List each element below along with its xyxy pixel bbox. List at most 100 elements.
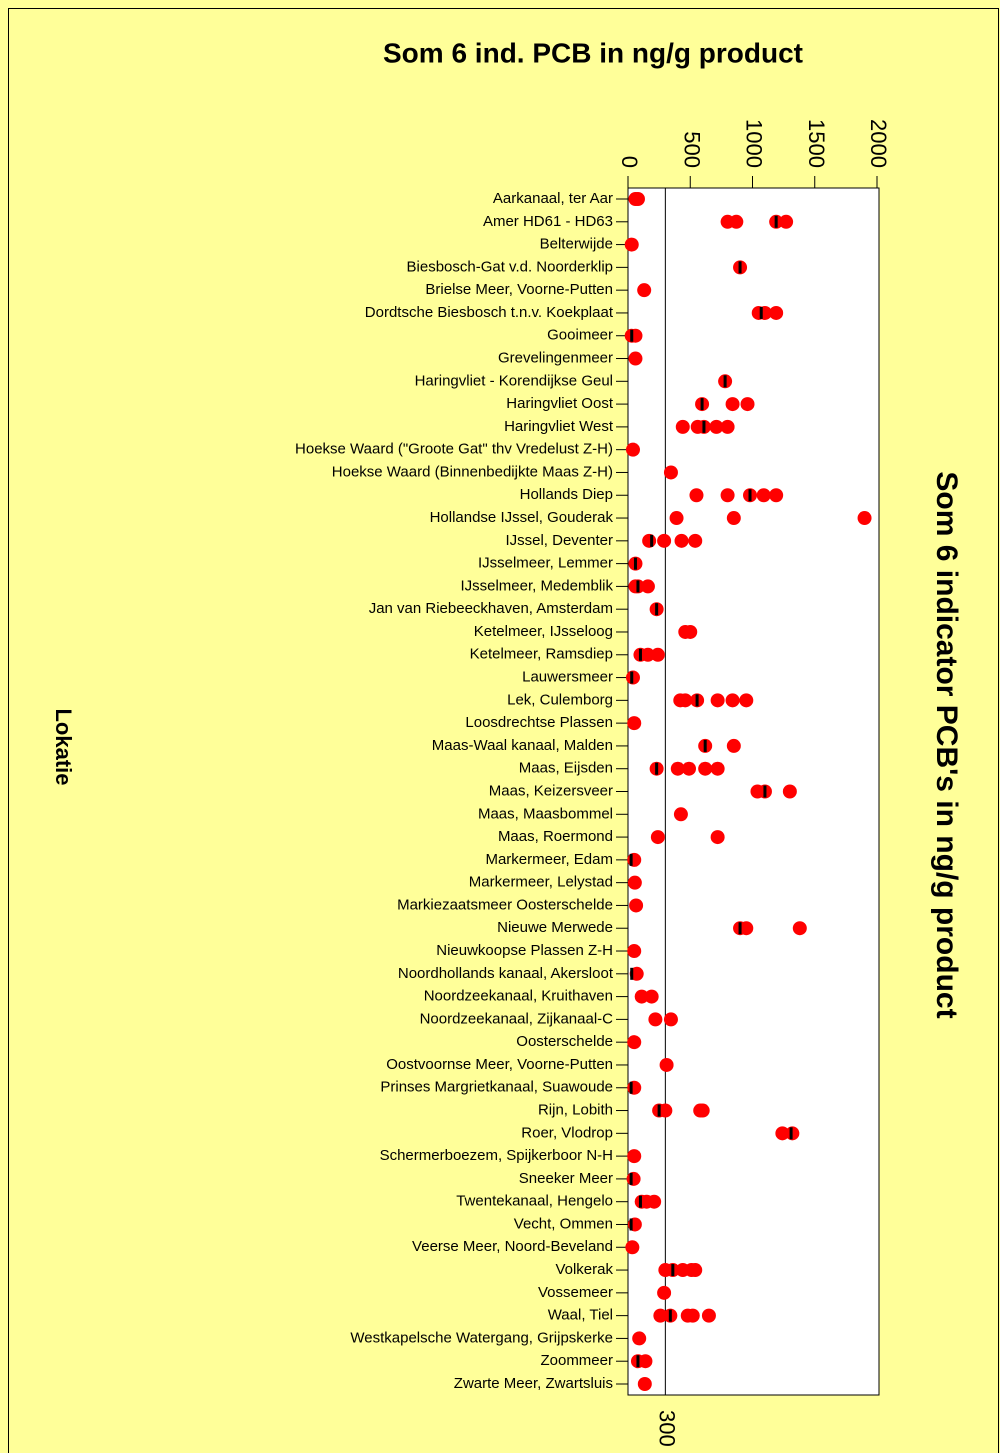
data-point [626, 1171, 641, 1186]
value-axis-title: Som 6 indicator PCB's in ng/g product [930, 471, 963, 1018]
data-point [683, 624, 698, 639]
y-tick-label: Ketelmeer, IJsseloog [474, 623, 613, 640]
y-tick-label: Waal, Tiel [548, 1307, 613, 1324]
y-tick-label: Hoekse Waard ("Groote Gat" thv Vredelust… [295, 441, 613, 458]
data-point [627, 852, 642, 867]
data-point [625, 1240, 640, 1255]
data-point [701, 1308, 716, 1323]
y-tick-label: IJsselmeer, Lemmer [478, 555, 613, 572]
y-tick-label: Amer HD61 - HD63 [483, 213, 613, 230]
median-mark [738, 922, 742, 935]
median-mark [763, 785, 767, 798]
data-point [775, 1126, 790, 1141]
y-tick-label: Noordzeekanaal, Kruithaven [424, 988, 613, 1005]
data-point [627, 875, 642, 890]
data-point [627, 1035, 642, 1050]
y-tick-label: Jan van Riebeeckhaven, Amsterdam [369, 600, 613, 617]
y-tick-label: Grevelingenmeer [498, 349, 613, 366]
median-mark [671, 1264, 675, 1277]
data-point [657, 1285, 672, 1300]
median-mark [629, 1172, 633, 1185]
x-tick-label: 1000 [742, 119, 767, 168]
median-mark [629, 1218, 633, 1231]
y-tick-label: Dordtsche Biesbosch t.n.v. Koekplaat [365, 304, 614, 321]
data-point [637, 1377, 652, 1391]
data-point [628, 351, 643, 366]
data-point [627, 1149, 642, 1164]
y-tick-label: Hoekse Waard (Binnenbedijkte Maas Z-H) [332, 463, 613, 480]
data-point [678, 693, 693, 708]
data-point [629, 898, 644, 913]
median-mark [650, 534, 654, 547]
median-mark [630, 967, 634, 980]
median-mark [723, 375, 727, 388]
y-tick-label: Zoommeer [540, 1352, 613, 1369]
data-point [682, 761, 697, 776]
data-point [627, 944, 642, 959]
data-point [782, 784, 797, 799]
data-point [625, 442, 640, 457]
y-tick-label: Nieuwkoopse Plassen Z-H [436, 942, 613, 959]
y-tick-label: Oostvoornse Meer, Voorne-Putten [386, 1056, 613, 1073]
data-point [648, 1012, 663, 1027]
data-point [710, 830, 725, 845]
data-point [720, 419, 735, 434]
y-tick-label: Loosdrechtse Plassen [465, 714, 613, 731]
y-tick-label: Maas, Eijsden [519, 760, 613, 777]
data-point [630, 192, 645, 206]
y-tick-label: Vossemeer [538, 1284, 613, 1301]
data-point [663, 465, 678, 480]
y-tick-label: Sneeker Meer [519, 1170, 613, 1187]
y-tick-label: Biesbosch-Gat v.d. Noorderklip [407, 258, 613, 275]
y-tick-label: Rijn, Lobith [538, 1102, 613, 1119]
median-mark [636, 1355, 640, 1368]
y-tick-label: Lek, Culemborg [507, 691, 613, 708]
data-point [632, 1331, 647, 1346]
data-point [688, 1263, 703, 1278]
chart-title: Som 6 ind. PCB in ng/g product [383, 37, 803, 68]
data-point [739, 693, 754, 708]
data-point [729, 214, 744, 229]
y-tick-label: Roer, Vlodrop [521, 1124, 613, 1141]
data-point [675, 419, 690, 434]
data-point [673, 807, 688, 822]
data-point [638, 1354, 653, 1369]
median-mark [657, 1104, 661, 1117]
median-mark [655, 603, 659, 616]
median-mark [629, 1081, 633, 1094]
y-tick-label: Hollandse IJssel, Gouderak [430, 509, 614, 526]
data-point [740, 397, 755, 412]
y-tick-label: Noordhollands kanaal, Akersloot [398, 965, 614, 982]
y-tick-label: Maas-Waal kanaal, Malden [432, 737, 613, 754]
data-point [624, 237, 639, 252]
category-axis-title: Lokatie [51, 708, 76, 785]
median-mark [630, 329, 634, 342]
data-point [685, 1308, 700, 1323]
data-point [669, 511, 684, 526]
data-point [695, 1103, 710, 1118]
y-tick-label: IJssel, Deventer [505, 532, 613, 549]
data-point [659, 1057, 674, 1072]
y-tick-label: Maas, Roermond [498, 828, 613, 845]
data-point [640, 647, 655, 662]
data-point [857, 511, 872, 526]
data-point [688, 533, 703, 548]
median-mark [636, 580, 640, 593]
y-tick-label: Haringvliet - Korendijkse Geul [415, 372, 613, 389]
data-point [689, 488, 704, 503]
data-point [650, 647, 665, 662]
y-tick-label: Belterwijde [540, 236, 613, 253]
data-point [698, 761, 713, 776]
median-mark [630, 671, 634, 684]
data-point [769, 305, 784, 320]
data-point [756, 488, 771, 503]
data-point [637, 283, 652, 298]
y-tick-label: Haringvliet Oost [506, 395, 614, 412]
x-tick-label: 500 [679, 131, 704, 168]
y-tick-label: Oosterschelde [516, 1033, 613, 1050]
y-tick-label: Nieuwe Merwede [497, 919, 613, 936]
y-tick-label: Markermeer, Lelystad [469, 874, 613, 891]
data-point [640, 579, 655, 594]
